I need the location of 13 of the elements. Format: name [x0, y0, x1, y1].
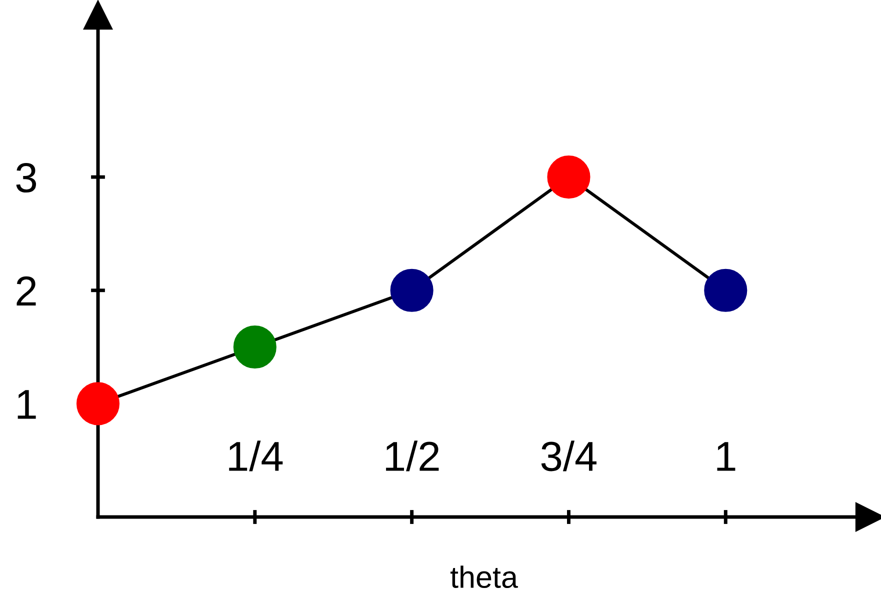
point — [547, 156, 590, 199]
x-tick-label: 1/2 — [386, 440, 439, 472]
y-tick-label: 3 — [16, 163, 36, 193]
y-tick-label: 2 — [16, 276, 36, 306]
point — [704, 268, 748, 312]
x-tick-label: 1 — [717, 442, 736, 471]
x-tick-label: 3/4 — [541, 440, 596, 472]
point — [233, 325, 276, 369]
point — [390, 268, 434, 312]
point — [76, 382, 120, 426]
x-axis-title: theta — [450, 566, 518, 588]
y-tick-label: 1 — [18, 390, 36, 419]
x-tick-label: 1/4 — [229, 440, 283, 472]
